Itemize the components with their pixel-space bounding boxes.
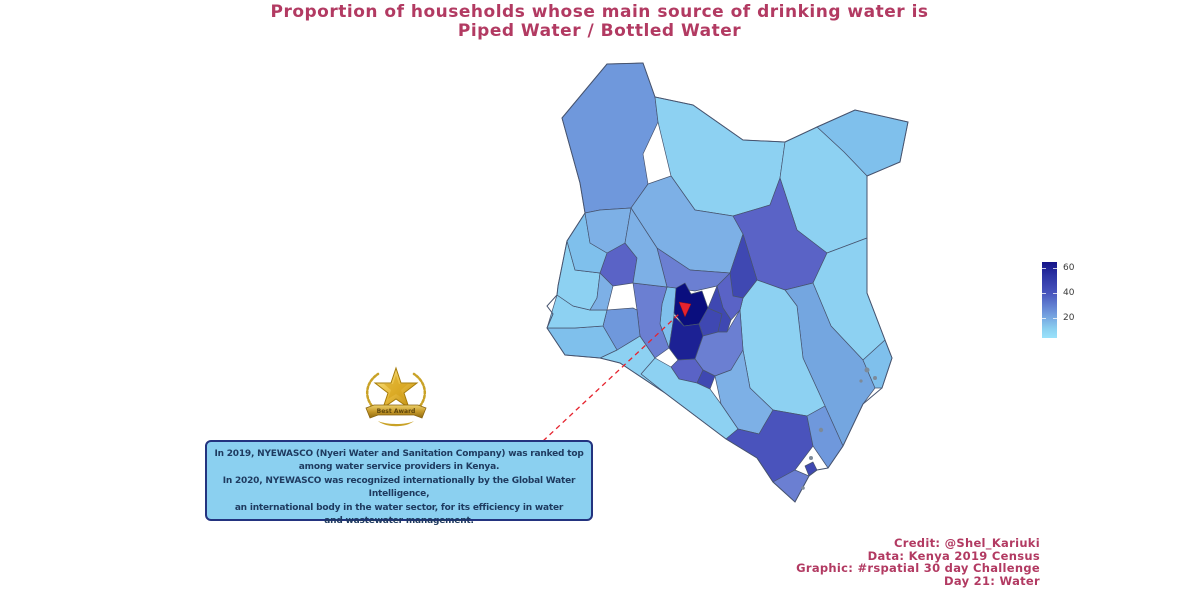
legend-tick-mark <box>1053 293 1057 294</box>
legend-label-20: 20 <box>1063 313 1075 323</box>
credit-author: Credit: @Shel_Kariuki <box>893 536 1040 550</box>
islet <box>859 379 863 383</box>
legend-tick-mark <box>1042 268 1046 269</box>
chart-title: Proportion of households whose main sour… <box>0 3 1199 41</box>
annotation-line: an international body in the water secto… <box>234 502 564 513</box>
annotation-line: and wastewater management. <box>324 516 474 527</box>
credit-graphic: Graphic: #rspatial 30 day Challenge <box>796 561 1040 575</box>
legend-tick-mark <box>1042 318 1046 319</box>
legend-tick-mark <box>1053 318 1057 319</box>
islet <box>818 427 824 433</box>
nyeri-location-marker-icon <box>678 301 692 318</box>
credit-day: Day 21: Water <box>944 573 1040 588</box>
legend-colorbar <box>1042 262 1057 338</box>
chart-title-line1: Proportion of households whose main sour… <box>270 2 929 22</box>
best-award-emblem-icon: Best Award <box>365 366 427 427</box>
kenya-choropleth-map <box>546 62 909 503</box>
nyewasco-annotation-box: In 2019, NYEWASCO (Nyeri Water and Sanit… <box>205 440 593 526</box>
county-layer <box>546 62 909 503</box>
credit-data-source: Data: Kenya 2019 Census <box>867 548 1040 563</box>
islet <box>801 486 805 490</box>
annotation-line: among water service providers in Kenya. <box>298 462 500 473</box>
county-region <box>624 207 668 288</box>
award-banner-ribbon <box>365 404 427 419</box>
credits-block: Credit: @Shel_Kariuki Data: Kenya 2019 C… <box>796 537 1040 587</box>
legend-tick-mark <box>1042 293 1046 294</box>
coastal-islets <box>801 367 877 490</box>
islet <box>864 367 870 373</box>
islet <box>809 456 813 460</box>
county-region <box>707 285 732 333</box>
legend-label-60: 60 <box>1063 263 1075 273</box>
legend-label-40: 40 <box>1063 288 1075 298</box>
annotation-line: In 2019, NYEWASCO (Nyeri Water and Sanit… <box>214 449 584 459</box>
annotation-line: In 2020, NYEWASCO was recognized interna… <box>222 475 576 500</box>
county-region <box>589 272 614 311</box>
islet <box>873 376 877 380</box>
legend-tick-mark <box>1053 268 1057 269</box>
chart-title-line2: Piped Water / Bottled Water <box>457 21 742 41</box>
award-star-shade <box>384 375 408 399</box>
award-base <box>378 421 414 427</box>
award-banner-label: Best Award <box>377 408 416 415</box>
laurel-left <box>365 372 380 408</box>
laurel-right <box>412 372 427 408</box>
kenya-outline <box>546 62 909 503</box>
